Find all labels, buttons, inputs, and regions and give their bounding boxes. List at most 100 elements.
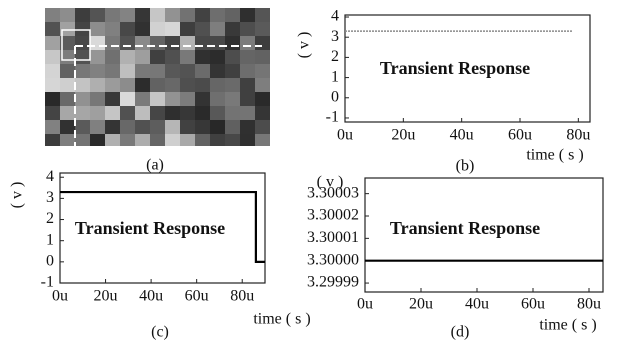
pixel bbox=[150, 106, 165, 120]
x-tick-label: 60u bbox=[508, 127, 532, 144]
pixel bbox=[195, 8, 210, 22]
pixel bbox=[90, 50, 105, 64]
pixel bbox=[180, 120, 195, 134]
pixel bbox=[120, 36, 135, 50]
pixel bbox=[210, 120, 225, 134]
y-tick-label: 4 bbox=[46, 168, 54, 185]
pixel bbox=[60, 120, 75, 134]
pixel bbox=[120, 106, 135, 120]
pixel bbox=[195, 92, 210, 106]
x-tick-label: 40u bbox=[465, 296, 489, 313]
x-axis-label: time ( s ) bbox=[526, 147, 583, 164]
x-tick-label: 20u bbox=[409, 296, 433, 313]
pixel bbox=[195, 134, 210, 146]
pixel bbox=[75, 50, 90, 64]
pixel bbox=[195, 78, 210, 92]
pixel bbox=[45, 134, 60, 146]
pixel bbox=[255, 134, 270, 146]
pixel bbox=[135, 64, 150, 78]
x-tick-label: 60u bbox=[521, 296, 545, 313]
annotation: Transient Response bbox=[380, 58, 530, 78]
x-tick-label: 80u bbox=[577, 296, 601, 313]
pixel bbox=[60, 64, 75, 78]
pixel bbox=[45, 50, 60, 64]
pixel bbox=[150, 8, 165, 22]
pixel bbox=[240, 36, 255, 50]
pixel bbox=[135, 36, 150, 50]
y-axis-label: ( v ) bbox=[317, 174, 344, 191]
pixel bbox=[165, 8, 180, 22]
pixel bbox=[105, 106, 120, 120]
x-axis-label: time ( s ) bbox=[253, 311, 310, 328]
pixel bbox=[75, 134, 90, 146]
caption: (a) bbox=[146, 157, 164, 174]
pixel bbox=[165, 92, 180, 106]
pixel bbox=[255, 64, 270, 78]
caption: (c) bbox=[151, 324, 169, 341]
pixel bbox=[120, 92, 135, 106]
pixel bbox=[45, 36, 60, 50]
pixel bbox=[150, 64, 165, 78]
pixel bbox=[195, 120, 210, 134]
pixel bbox=[150, 36, 165, 50]
pixel bbox=[195, 106, 210, 120]
annotation: Transient Response bbox=[75, 218, 225, 238]
y-axis-label: ( v ) bbox=[9, 182, 26, 209]
pixel bbox=[135, 92, 150, 106]
pixel bbox=[45, 22, 60, 36]
pixel bbox=[225, 64, 240, 78]
y-tick-label: -1 bbox=[326, 109, 339, 126]
pixel bbox=[75, 36, 90, 50]
y-tick-label: 3.30000 bbox=[307, 251, 359, 268]
pixel bbox=[255, 36, 270, 50]
pixel bbox=[120, 120, 135, 134]
pixel bbox=[225, 22, 240, 36]
pixel bbox=[240, 134, 255, 146]
pixel bbox=[165, 36, 180, 50]
pixel bbox=[75, 22, 90, 36]
pixel bbox=[165, 134, 180, 146]
pixel bbox=[210, 134, 225, 146]
pixel bbox=[60, 134, 75, 146]
pixel bbox=[135, 50, 150, 64]
pixel bbox=[75, 92, 90, 106]
pixel bbox=[90, 120, 105, 134]
pixel bbox=[75, 120, 90, 134]
pixel bbox=[135, 22, 150, 36]
pixel bbox=[210, 50, 225, 64]
pixel bbox=[135, 8, 150, 22]
pixel bbox=[255, 8, 270, 22]
pixel bbox=[105, 36, 120, 50]
pixel bbox=[225, 134, 240, 146]
x-axis-label: time ( s ) bbox=[539, 317, 596, 334]
pixel bbox=[90, 78, 105, 92]
y-tick-label: 2 bbox=[46, 210, 54, 227]
pixel bbox=[255, 50, 270, 64]
pixel bbox=[180, 50, 195, 64]
pixel bbox=[210, 92, 225, 106]
pixel bbox=[240, 22, 255, 36]
pixel bbox=[210, 78, 225, 92]
pixel bbox=[120, 134, 135, 146]
pixel bbox=[255, 120, 270, 134]
pixel bbox=[45, 92, 60, 106]
y-tick-label: 0 bbox=[331, 88, 339, 105]
pixel bbox=[165, 78, 180, 92]
pixel bbox=[180, 22, 195, 36]
pixel bbox=[240, 64, 255, 78]
pixel bbox=[225, 8, 240, 22]
x-tick-label: 0u bbox=[357, 296, 373, 313]
pixel bbox=[120, 64, 135, 78]
pixel bbox=[45, 106, 60, 120]
pixel bbox=[240, 78, 255, 92]
pixel bbox=[120, 50, 135, 64]
pixel bbox=[135, 78, 150, 92]
pixel bbox=[195, 64, 210, 78]
pixel bbox=[105, 64, 120, 78]
pixel bbox=[225, 36, 240, 50]
pixel bbox=[240, 106, 255, 120]
y-tick-label: 2 bbox=[331, 48, 339, 65]
pixel bbox=[225, 106, 240, 120]
caption: (b) bbox=[456, 158, 475, 175]
pixel bbox=[150, 92, 165, 106]
